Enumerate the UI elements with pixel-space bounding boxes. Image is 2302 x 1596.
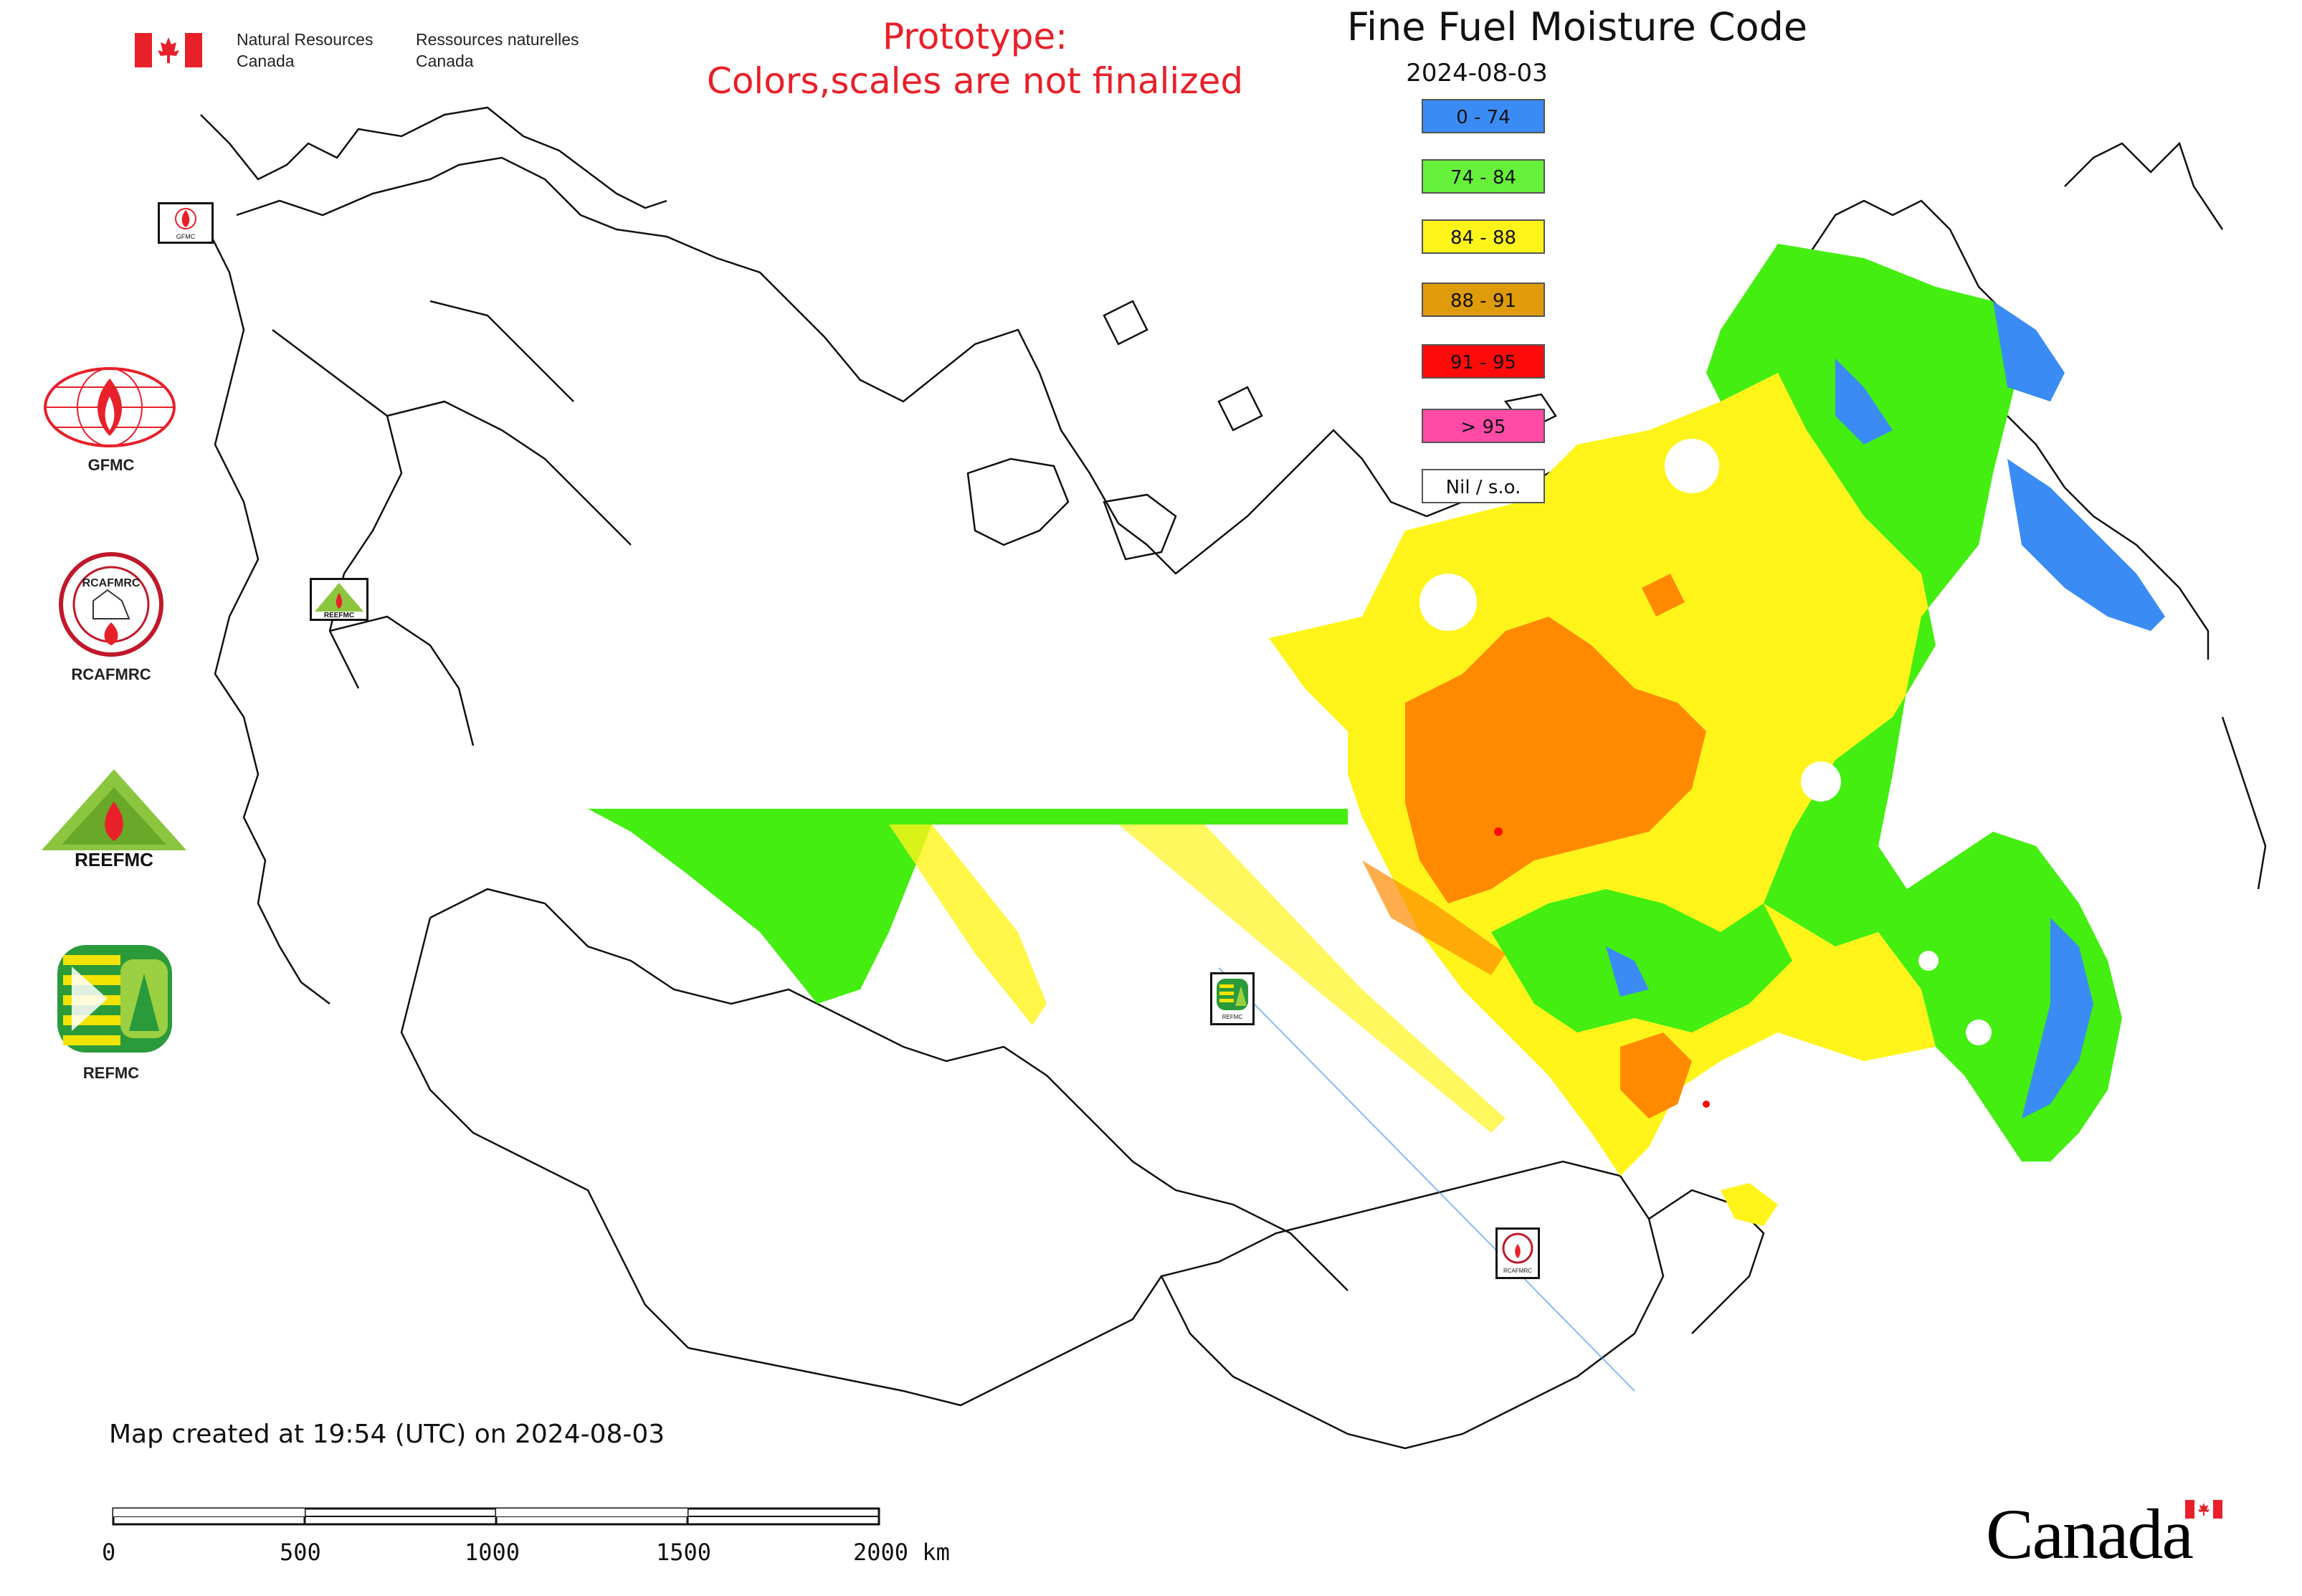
prototype-line2: Colors,scales are not finalized bbox=[706, 60, 1244, 102]
side-logo-label-rcafmrc: RCAFMRC bbox=[71, 665, 151, 683]
dept-en-line1: Natural Resources bbox=[237, 30, 374, 49]
gfmc-badge-icon: GFMC bbox=[175, 208, 196, 240]
dept-name-en: Natural Resources Canada bbox=[237, 29, 373, 72]
canada-wordmark: Canada bbox=[1986, 1493, 2194, 1575]
legend-item-3: 88 - 91 bbox=[1422, 282, 1545, 317]
scale-tick-500: 500 bbox=[280, 1539, 321, 1566]
legend-label: 84 - 88 bbox=[1450, 227, 1517, 249]
legend-item-6: Nil / s.o. bbox=[1422, 469, 1545, 503]
canada-wordmark-flag-icon bbox=[2185, 1500, 2222, 1519]
svg-text:RCAFMRC: RCAFMRC bbox=[82, 577, 141, 589]
scale-tick-1500: 1500 bbox=[656, 1539, 712, 1566]
legend-item-5: > 95 bbox=[1422, 409, 1545, 443]
map-badge-rcafmrc: RCAFMRC bbox=[1495, 1227, 1540, 1279]
canada-wordmark-text: Canada bbox=[1986, 1494, 2194, 1574]
map-badge-gfmc: GFMC bbox=[158, 202, 214, 244]
legend-item-2: 84 - 88 bbox=[1422, 219, 1545, 254]
legend-item-4: 91 - 95 bbox=[1422, 344, 1545, 379]
reefmc-logo: REEFMC bbox=[39, 769, 189, 870]
legend-label: Nil / s.o. bbox=[1445, 477, 1521, 498]
map-title: Fine Fuel Moisture Code bbox=[1346, 4, 1808, 49]
reefmc-badge-icon: REEFMC bbox=[315, 583, 363, 619]
refmc-logo bbox=[57, 945, 172, 1053]
gfmc-logo bbox=[44, 367, 176, 447]
map-created-note: Map created at 19:54 (UTC) on 2024-08-03 bbox=[109, 1420, 665, 1449]
map-badge-refmc: REFMC bbox=[1210, 972, 1255, 1025]
canada-flag-icon bbox=[135, 33, 202, 67]
dept-name-fr: Ressources naturelles Canada bbox=[416, 29, 579, 72]
legend-label: 0 - 74 bbox=[1456, 107, 1511, 128]
prototype-line1: Prototype: bbox=[882, 16, 1068, 57]
legend-label: 88 - 91 bbox=[1450, 290, 1517, 312]
refmc-badge-icon: REFMC bbox=[1217, 979, 1248, 1020]
legend-label: > 95 bbox=[1460, 417, 1506, 438]
legend-label: 74 - 84 bbox=[1450, 167, 1517, 189]
scale-tick-0: 0 bbox=[102, 1539, 116, 1566]
rcafmrc-logo: RCAFMRC bbox=[59, 552, 163, 657]
legend-item-1: 74 - 84 bbox=[1422, 159, 1545, 194]
rcafmrc-badge-icon: RCAFMRC bbox=[1502, 1232, 1533, 1274]
dept-en-line2: Canada bbox=[237, 52, 295, 70]
reefmc-logo-text: REEFMC bbox=[75, 849, 153, 870]
prototype-warning: Prototype: Colors,scales are not finaliz… bbox=[645, 14, 1305, 103]
dept-fr-line1: Ressources naturelles bbox=[416, 30, 579, 49]
dept-fr-line2: Canada bbox=[416, 52, 474, 70]
side-logo-label-refmc: REFMC bbox=[82, 1064, 140, 1082]
legend-item-0: 0 - 74 bbox=[1422, 99, 1545, 133]
scale-tick-1000: 1000 bbox=[465, 1539, 520, 1566]
gfmc-badge-text: GFMC bbox=[176, 233, 196, 240]
nrcan-signature: Natural Resources Canada Ressources natu… bbox=[135, 29, 637, 79]
map-date: 2024-08-03 bbox=[1406, 59, 1548, 87]
refmc-badge-text: REFMC bbox=[1222, 1014, 1243, 1020]
scale-tick-2000: 2000 km bbox=[853, 1539, 950, 1566]
scale-bar bbox=[112, 1507, 880, 1526]
reefmc-badge-text: REEFMC bbox=[324, 612, 354, 619]
legend-label: 91 - 95 bbox=[1450, 352, 1517, 374]
map-badge-reefmc: REEFMC bbox=[310, 578, 368, 621]
rcafmrc-badge-text: RCAFMRC bbox=[1503, 1268, 1532, 1274]
ffmc-data-layer bbox=[588, 244, 2165, 1392]
side-logo-label-gfmc: GFMC bbox=[87, 456, 135, 474]
